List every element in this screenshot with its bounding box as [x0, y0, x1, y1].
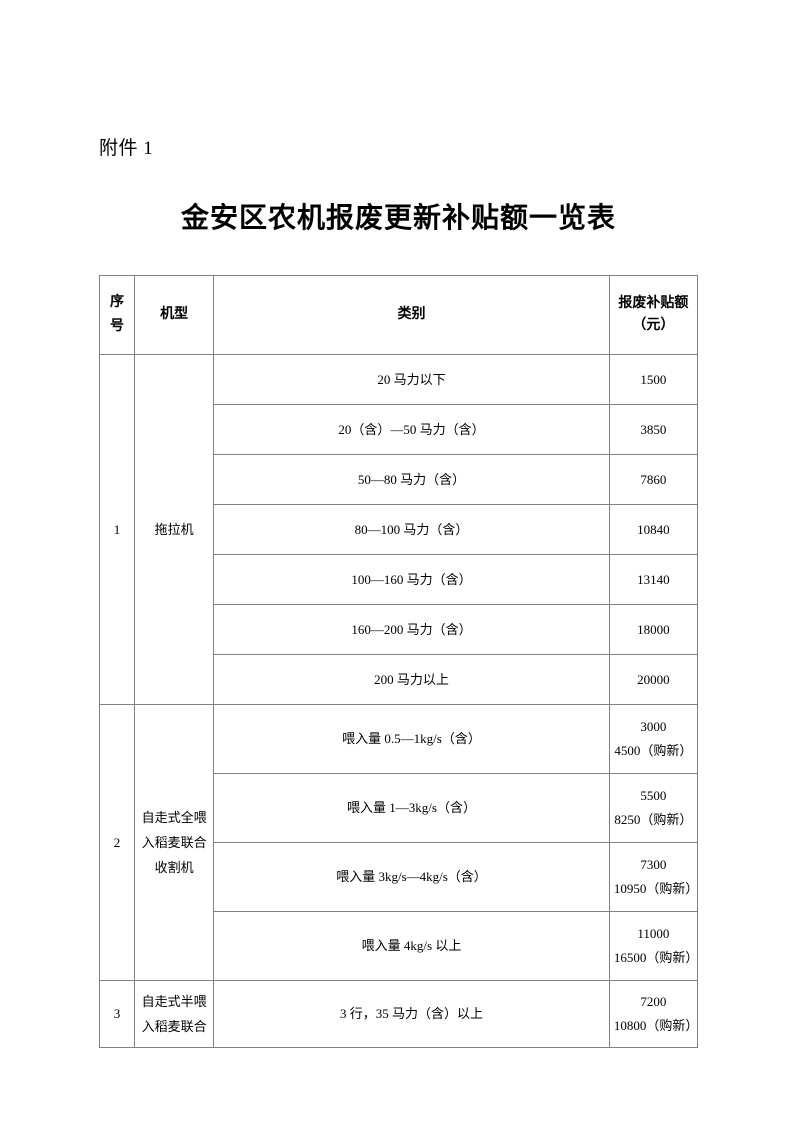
category-cell: 200 马力以上 — [213, 654, 610, 705]
amount-line-purchase: 10800（购新） — [613, 1018, 699, 1033]
amount-line: 5500 — [640, 788, 667, 803]
amount-line-purchase: 16500（购新） — [613, 950, 699, 965]
amount-cell: 11000 16500（购新） — [608, 911, 699, 981]
category-cell: 20 马力以下 — [213, 354, 610, 405]
table-row: 160—200 马力（含） 18000 — [100, 604, 699, 655]
amount-cell: 3000 4500（购新） — [608, 704, 699, 774]
group-no-cell: 3 — [98, 980, 136, 1048]
amount-line: 20000 — [637, 671, 670, 687]
amount-cell: 13140 — [608, 554, 699, 605]
table-row: 200 马力以上 20000 — [100, 654, 699, 705]
table-row: 100—160 马力（含） 13140 — [100, 554, 699, 605]
amount-line-purchase: 10950（购新） — [613, 881, 699, 896]
amount-line: 1500 — [640, 371, 667, 387]
page-title: 金安区农机报废更新补贴额一览表 — [180, 203, 616, 234]
table-row: 20（含）—50 马力（含） 3850 — [100, 404, 699, 455]
amount-line: 18000 — [637, 621, 670, 637]
amount-line: 10840 — [637, 521, 670, 537]
model-line: 入稻麦联合 — [141, 1019, 207, 1034]
category-cell: 50—80 马力（含） — [213, 454, 610, 505]
model-line: 自走式全喂 — [141, 810, 207, 825]
category-cell: 80—100 马力（含） — [213, 504, 610, 555]
column-header-amount: 报废补贴额 （元） — [608, 275, 699, 355]
attachment-label: 附件 1 — [99, 138, 154, 159]
table-row: 2 自走式全喂 入稻麦联合 收割机 喂入量 0.5—1kg/s（含） 3000 … — [98, 704, 699, 981]
amount-cell: 1500 — [608, 354, 699, 405]
group-model-cell: 自走式全喂 入稻麦联合 收割机 — [134, 704, 215, 981]
amount-cell: 10840 — [608, 504, 699, 555]
amount-cell: 7860 — [608, 454, 699, 505]
column-header-no-line1: 序 — [110, 295, 125, 310]
amount-cell: 7300 10950（购新） — [608, 842, 699, 912]
amount-cell: 7200 10800（购新） — [608, 980, 699, 1048]
model-line: 收割机 — [154, 860, 194, 875]
column-header-model: 机型 — [134, 275, 215, 355]
amount-line: 11000 — [637, 926, 670, 941]
category-cell: 喂入量 1—3kg/s（含） — [213, 773, 610, 843]
group-model-cell: 自走式半喂 入稻麦联合 — [134, 980, 215, 1048]
amount-line: 7300 — [640, 857, 667, 872]
amount-cell: 18000 — [608, 604, 699, 655]
amount-line: 13140 — [637, 571, 670, 587]
category-cell: 20（含）—50 马力（含） — [213, 404, 610, 455]
column-header-category: 类别 — [213, 275, 610, 355]
amount-line-purchase: 4500（购新） — [614, 743, 693, 758]
model-line: 拖拉机 — [154, 522, 194, 537]
amount-line: 7200 — [640, 994, 667, 1009]
category-cell: 3 行，35 马力（含）以上 — [213, 980, 610, 1048]
group-no-cell: 2 — [98, 704, 136, 981]
amount-cell: 5500 8250（购新） — [608, 773, 699, 843]
category-cell: 喂入量 3kg/s—4kg/s（含） — [213, 842, 610, 912]
amount-line-purchase: 8250（购新） — [614, 812, 693, 827]
category-cell: 100—160 马力（含） — [213, 554, 610, 605]
table-row: 喂入量 1—3kg/s（含） 5500 8250（购新） — [100, 773, 699, 843]
amount-cell: 20000 — [608, 654, 699, 705]
amount-line: 3000 — [640, 719, 667, 734]
column-header-no: 序 号 — [98, 275, 136, 355]
table-row: 1 拖拉机 20 马力以下 1500 — [98, 354, 699, 705]
amount-line: 7860 — [640, 471, 667, 487]
subsidy-table: 序 号 机型 类别 报废补贴额 （元） 1 拖拉机 20 马力以下 — [98, 275, 699, 1048]
table-row: 喂入量 3kg/s—4kg/s（含） 7300 10950（购新） — [100, 842, 699, 912]
table-row: 80—100 马力（含） 10840 — [100, 504, 699, 555]
amount-line: 3850 — [640, 421, 667, 437]
column-header-no-line2: 号 — [110, 319, 125, 334]
category-cell: 喂入量 4kg/s 以上 — [213, 911, 610, 981]
group-no-cell: 1 — [98, 354, 136, 705]
table-row: 50—80 马力（含） 7860 — [100, 454, 699, 505]
amount-cell: 3850 — [608, 404, 699, 455]
column-header-amount-line1: 报废补贴额 — [618, 296, 689, 311]
category-cell: 160—200 马力（含） — [213, 604, 610, 655]
table-body: 1 拖拉机 20 马力以下 1500 20（含）—50 马力（含） 3850 5… — [98, 354, 699, 1048]
table-row: 3 自走式半喂 入稻麦联合 3 行，35 马力（含）以上 7200 10800（… — [98, 980, 699, 1048]
column-header-amount-line2: （元） — [632, 318, 675, 333]
category-cell: 喂入量 0.5—1kg/s（含） — [213, 704, 610, 774]
table-header-row: 序 号 机型 类别 报废补贴额 （元） — [98, 275, 699, 355]
group-model-cell: 拖拉机 — [134, 354, 215, 705]
table-row: 喂入量 4kg/s 以上 11000 16500（购新） — [100, 911, 699, 981]
model-line: 自走式半喂 — [141, 994, 207, 1009]
model-line: 入稻麦联合 — [141, 835, 207, 850]
